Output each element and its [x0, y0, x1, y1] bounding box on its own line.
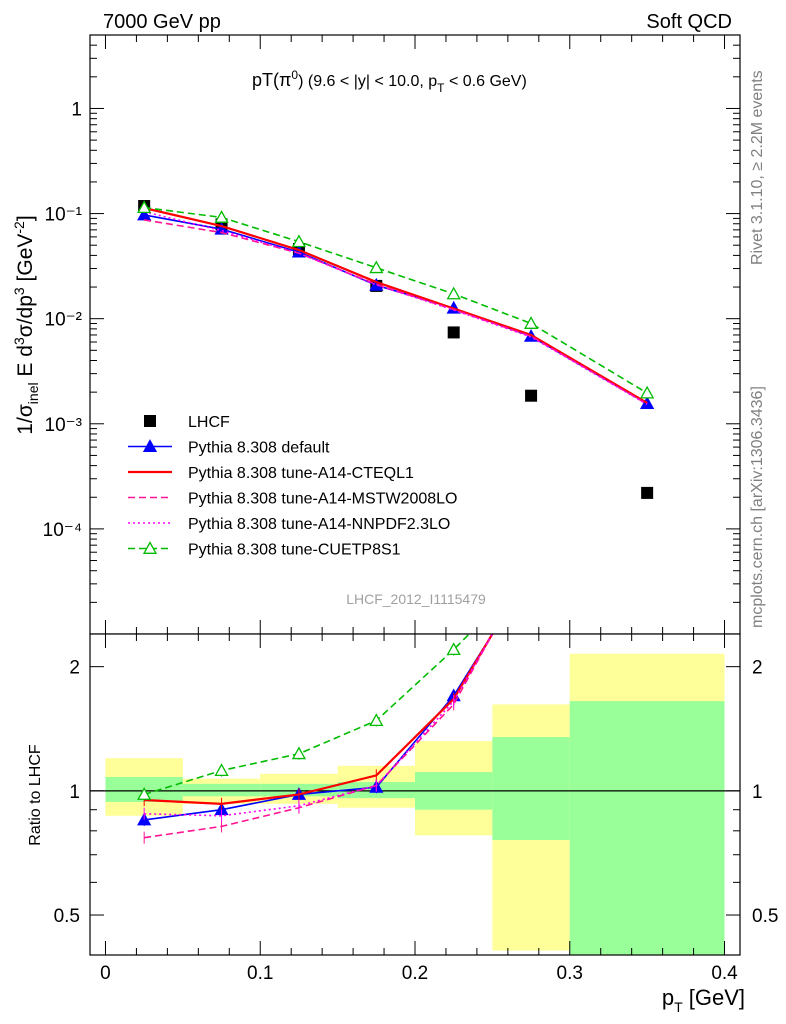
ratio-y-tick-label-right: 1 — [752, 782, 763, 803]
title-tail: < 0.6 GeV) — [445, 73, 527, 90]
ratio-y-tick-label: 0.5 — [54, 906, 80, 927]
mcplots-label: mcplots.cern.ch [arXiv:1306.3436] — [749, 386, 766, 628]
ratio-plot-area — [90, 634, 740, 955]
x-tick-label: 0.2 — [402, 963, 428, 984]
data-point — [214, 210, 229, 223]
x-tick-label: 0.1 — [247, 963, 273, 984]
main-plot-series — [137, 200, 655, 499]
data-point — [447, 326, 460, 339]
data-point — [525, 389, 538, 402]
ratio-point — [369, 713, 384, 727]
legend-entry: Pythia 8.308 tune-A14-MSTW2008LO — [128, 491, 457, 508]
main-plot-area — [90, 35, 740, 634]
y-tick-label: 1 — [71, 99, 82, 120]
ratio-series-4 — [137, 634, 470, 801]
ratio-point — [446, 642, 461, 656]
ratio-series — [137, 634, 494, 844]
series-5 — [137, 200, 655, 399]
ratio-y-tick-label-right: 0.5 — [752, 906, 778, 927]
legend-entry: Pythia 8.308 tune-A14-NNPDF2.3LO — [128, 516, 450, 533]
ratio-line — [144, 634, 494, 839]
data-point — [137, 200, 152, 214]
legend-entry: LHCF — [144, 414, 230, 431]
x-tick-label: 0 — [100, 963, 111, 984]
svg-text:1/σinel E d3σ/dp3 [GeV-2]: 1/σinel E d3σ/dp3 [GeV-2] — [11, 215, 41, 434]
main-plot-axes: 10⁻⁴ 10⁻³ 10⁻² 10⁻¹ 1 — [43, 34, 741, 635]
x-tick-label: 0.3 — [557, 963, 583, 984]
series-3 — [144, 219, 648, 405]
data-point — [640, 385, 655, 399]
legend-marker — [144, 415, 156, 427]
xlabel-sub: T — [674, 999, 683, 1015]
ratio-point — [137, 787, 152, 800]
legend-marker — [142, 541, 158, 554]
legend-entry: Pythia 8.308 tune-A14-CTEQL1 — [128, 465, 414, 482]
series-2 — [143, 206, 648, 404]
legend-label: Pythia 8.308 tune-A14-NNPDF2.3LO — [188, 516, 450, 533]
series-line — [144, 219, 648, 405]
stat-uncertainty-band — [492, 737, 570, 841]
ratio-y-tick-label: 1 — [69, 782, 80, 803]
xlabel-rest: [GeV] — [683, 985, 745, 1010]
main-ylabel: 1/σinel E d3σ/dp3 [GeV-2] — [11, 215, 41, 434]
y-tick-label: 10⁻⁴ — [43, 520, 82, 541]
legend-entry: Pythia 8.308 tune-CUETP8S1 — [128, 541, 401, 559]
legend-marker — [142, 439, 158, 452]
ratio-line — [144, 634, 494, 805]
ratio-line — [144, 634, 494, 821]
legend: LHCF Pythia 8.308 default Pythia 8.308 tun… — [128, 414, 457, 559]
header-left: 7000 GeV pp — [103, 11, 221, 33]
rivet-label: Rivet 3.1.10, ≥ 2.2M events — [749, 70, 766, 265]
ratio-series-3 — [143, 634, 494, 822]
ratio-point — [214, 763, 229, 776]
data-point — [291, 234, 307, 248]
data-point — [446, 286, 461, 300]
xlabel: pT [GeV] — [662, 985, 745, 1015]
title-sup: 0 — [291, 68, 298, 82]
y-tick-label: 10⁻³ — [45, 415, 83, 436]
title-main: pT(π — [252, 70, 291, 90]
ratio-ylabel: Ratio to LHCF — [27, 744, 44, 846]
x-tick-label: 0.4 — [711, 963, 738, 984]
title-rest: ) (9.6 < |y| < 10.0, p — [298, 73, 437, 90]
header-right: Soft QCD — [646, 11, 732, 33]
ratio-y-tick-label-right: 2 — [752, 658, 763, 679]
y-tick-label: 10⁻¹ — [45, 205, 83, 226]
stat-uncertainty-band — [182, 783, 261, 797]
ratio-line — [144, 634, 494, 817]
legend-label: Pythia 8.308 default — [188, 440, 330, 457]
plot-title: pT(π0) (9.6 < |y| < 10.0, pT < 0.6 GeV) — [252, 68, 527, 95]
xlabel-main: p — [662, 985, 674, 1010]
ratio-point — [291, 746, 307, 760]
stat-uncertainty-band — [569, 701, 725, 955]
data-point — [523, 316, 539, 329]
y-tick-label: 10⁻² — [45, 310, 83, 331]
series-line — [143, 206, 648, 404]
legend-label: Pythia 8.308 tune-A14-MSTW2008LO — [188, 491, 457, 508]
ratio-plot-axes: 0.5 0.5 1 1 2 2 0 0.1 0.2 0.3 0.4 — [54, 633, 778, 984]
legend-label: LHCF — [188, 414, 230, 431]
data-point — [641, 486, 654, 499]
analysis-watermark: LHCF_2012_I1115479 — [346, 591, 486, 607]
data-point — [369, 260, 384, 274]
ratio-y-tick-label: 2 — [69, 658, 80, 679]
title-sub: T — [437, 81, 445, 95]
ratio-plot-series — [137, 634, 494, 844]
legend-entry: Pythia 8.308 default — [128, 439, 330, 457]
legend-label: Pythia 8.308 tune-A14-CTEQL1 — [188, 465, 414, 482]
data-point — [214, 221, 229, 235]
data-point — [137, 207, 152, 221]
legend-label: Pythia 8.308 tune-CUETP8S1 — [188, 542, 401, 559]
